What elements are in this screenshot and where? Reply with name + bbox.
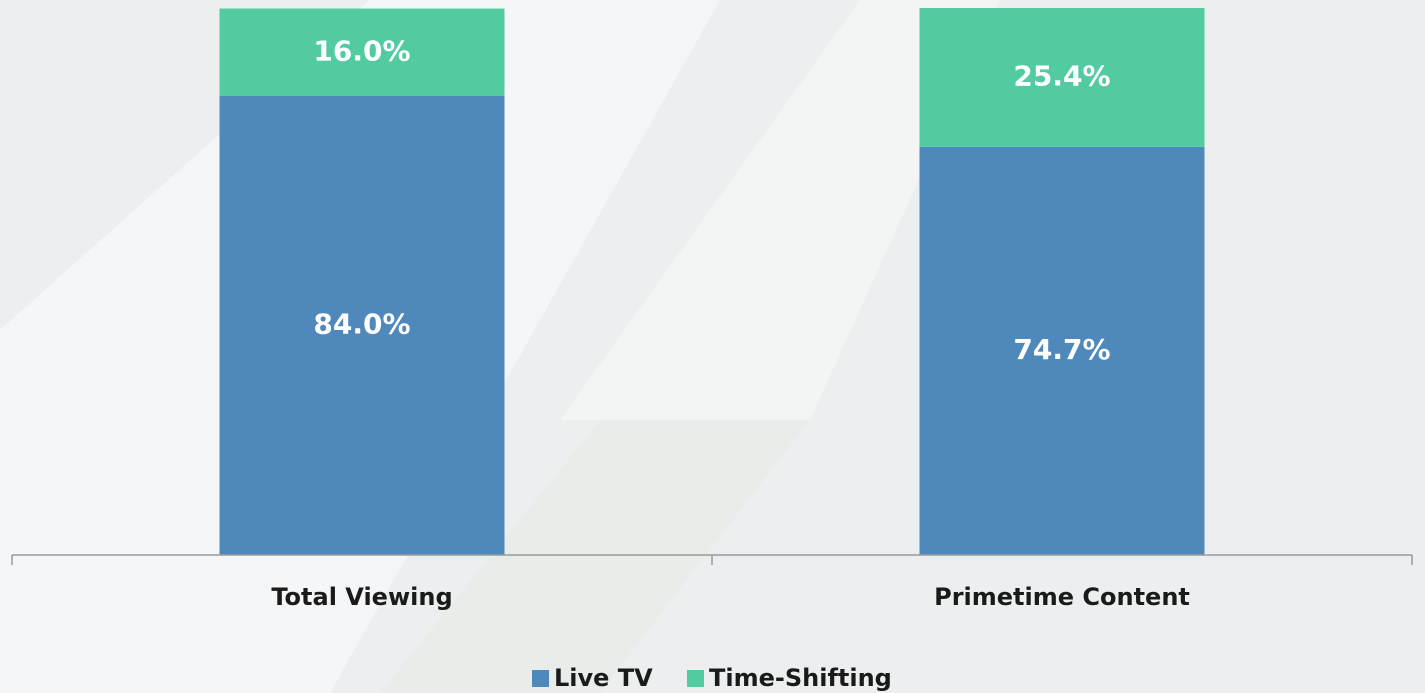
background-stripe [380, 420, 810, 693]
legend-label: Time-Shifting [709, 664, 892, 692]
bar-segment [219, 8, 505, 96]
legend-swatch [687, 670, 704, 687]
bar-segment [919, 146, 1205, 555]
bar-segment [919, 8, 1205, 147]
data-label: 25.4% [1013, 59, 1110, 92]
x-tick-label: Primetime Content [934, 583, 1190, 611]
data-label: 74.7% [1013, 333, 1110, 366]
data-label: 84.0% [313, 307, 410, 340]
x-tick-label: Total Viewing [271, 583, 452, 611]
legend-label: Live TV [554, 664, 653, 692]
bar-segment [219, 95, 505, 556]
legend-swatch [532, 670, 549, 687]
background-stripe [560, 0, 1000, 420]
data-label: 16.0% [313, 34, 410, 67]
